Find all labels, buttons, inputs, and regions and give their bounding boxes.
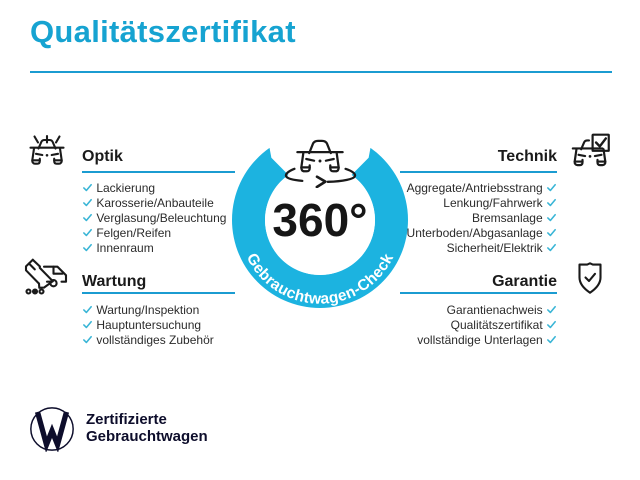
svg-text:360°: 360° xyxy=(272,194,367,246)
